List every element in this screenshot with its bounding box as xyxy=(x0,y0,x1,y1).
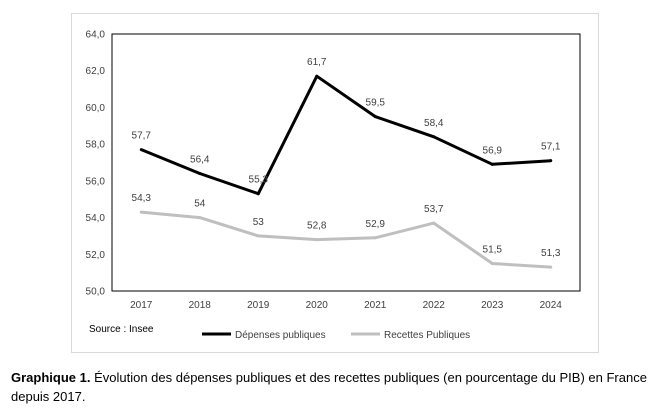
data-point xyxy=(256,234,260,238)
x-tick-label: 2021 xyxy=(364,300,387,311)
data-point xyxy=(549,159,553,163)
y-tick-label: 60,0 xyxy=(86,103,106,114)
data-label: 52,9 xyxy=(366,219,386,230)
data-point xyxy=(432,221,436,225)
data-label: 56,4 xyxy=(190,155,210,166)
legend-label-1: Dépenses publiques xyxy=(235,330,326,341)
line-chart: 50,0 52,0 54,0 56,0 58,0 60,0 62,0 64,0 2017 2018… xyxy=(86,30,581,341)
y-tick-label: 54,0 xyxy=(86,213,106,224)
y-tick-label: 50,0 xyxy=(86,287,106,298)
y-tick-label: 56,0 xyxy=(86,176,106,187)
data-label: 59,5 xyxy=(366,98,386,109)
caption-text: Évolution des dépenses publiques et des … xyxy=(11,370,647,404)
plot-area xyxy=(111,33,581,292)
figure-caption: Graphique 1. Évolution des dépenses publ… xyxy=(11,368,666,406)
data-label: 57,7 xyxy=(132,131,152,142)
data-label: 54 xyxy=(194,199,206,210)
legend-label-2: Recettes Publiques xyxy=(384,330,470,341)
data-label: 54,3 xyxy=(132,193,152,204)
data-label: 51,5 xyxy=(483,244,503,255)
x-tick-label: 2020 xyxy=(306,300,329,311)
data-label: 51,3 xyxy=(541,248,561,259)
data-point xyxy=(139,210,143,214)
x-tick-label: 2022 xyxy=(423,300,446,311)
x-tick-label: 2023 xyxy=(481,300,504,311)
data-label: 58,4 xyxy=(424,118,444,129)
data-point xyxy=(256,192,260,196)
series-line-2 xyxy=(141,210,551,269)
data-label: 61,7 xyxy=(307,57,327,68)
source-note: Source : Insee xyxy=(89,324,154,335)
data-point xyxy=(139,148,143,152)
x-tick-label: 2018 xyxy=(189,300,212,311)
data-point xyxy=(373,236,377,240)
data-label: 56,9 xyxy=(483,145,503,156)
y-tick-label: 52,0 xyxy=(86,250,106,261)
data-point xyxy=(198,216,202,220)
data-label: 53,7 xyxy=(424,204,444,215)
data-point xyxy=(549,265,553,269)
data-label: 57,1 xyxy=(541,142,561,153)
y-tick-label: 64,0 xyxy=(86,30,106,41)
data-label: 53 xyxy=(253,217,265,228)
data-point xyxy=(432,135,436,139)
x-tick-label: 2017 xyxy=(130,300,153,311)
data-point xyxy=(373,115,377,119)
data-point xyxy=(490,261,494,265)
data-point xyxy=(490,162,494,166)
data-point xyxy=(315,74,319,78)
y-tick-label: 58,0 xyxy=(86,140,106,151)
caption-lead: Graphique 1. xyxy=(11,370,91,385)
chart-frame: 50,0 52,0 54,0 56,0 58,0 60,0 62,0 64,0 2017 2018… xyxy=(71,13,599,353)
data-point xyxy=(315,238,319,242)
x-tick-label: 2019 xyxy=(247,300,270,311)
data-point xyxy=(198,172,202,176)
y-tick-label: 62,0 xyxy=(86,66,106,77)
series-line-1 xyxy=(140,74,551,196)
x-tick-label: 2024 xyxy=(540,300,563,311)
data-label: 52,8 xyxy=(307,221,327,232)
data-label: 55,3 xyxy=(249,175,269,186)
